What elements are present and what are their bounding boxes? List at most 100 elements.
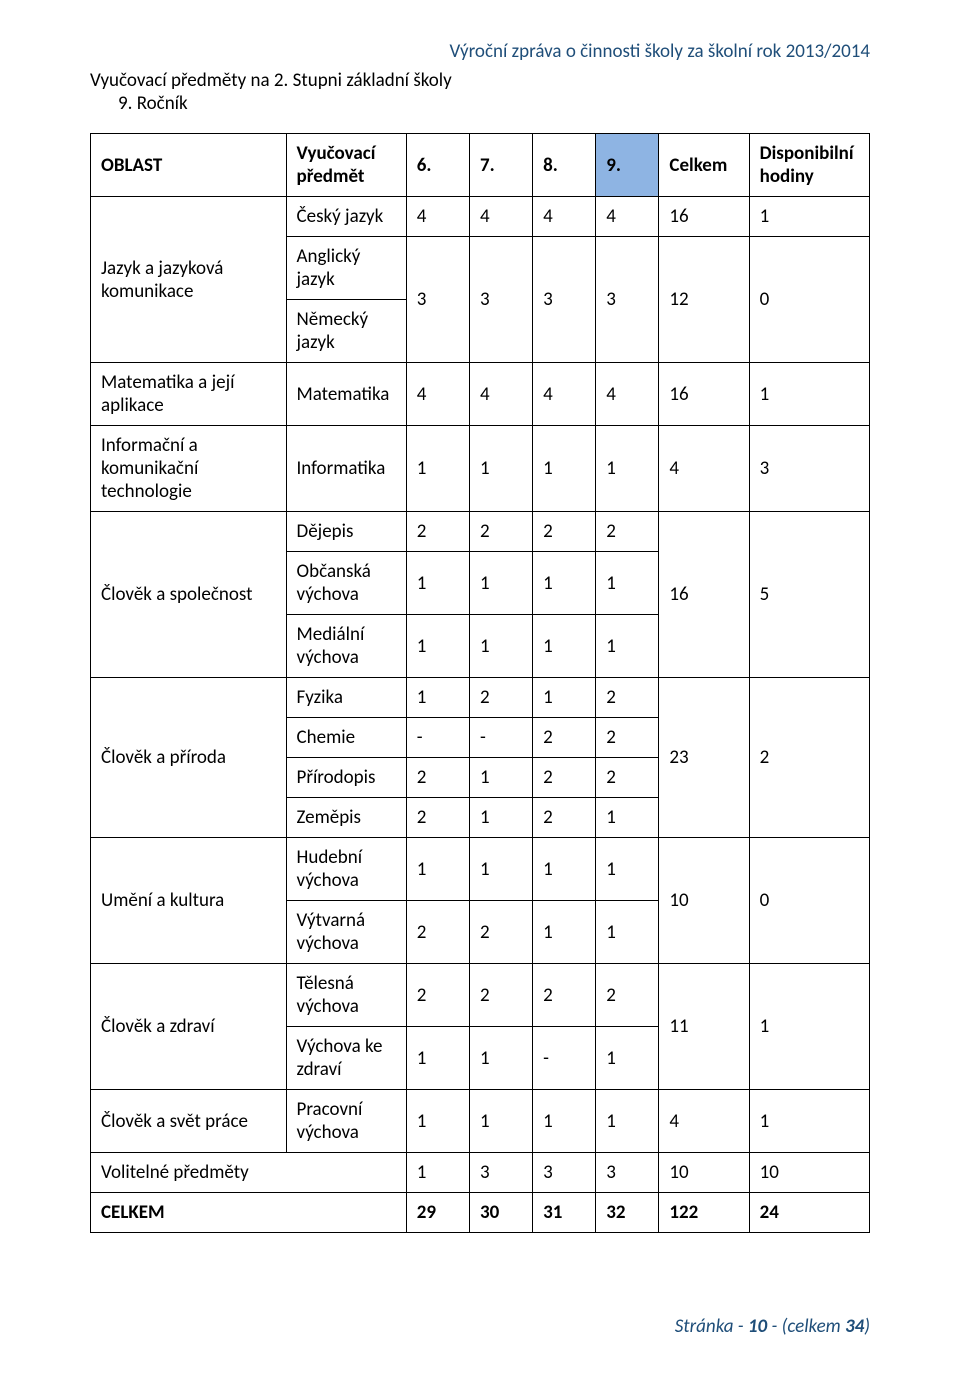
cell-subject: Pracovní výchova (286, 1090, 406, 1153)
cell: 1 (469, 552, 532, 615)
cell: 2 (469, 512, 532, 552)
cell: 4 (406, 363, 469, 426)
cell-oblast: Matematika a její aplikace (91, 363, 287, 426)
cell: 1 (469, 615, 532, 678)
cell-subject: Výchova ke zdraví (286, 1027, 406, 1090)
cell-subject: Zeměpis (286, 798, 406, 838)
table-row: Člověk a svět práce Pracovní výchova 1 1… (91, 1090, 870, 1153)
cell: 1 (596, 552, 659, 615)
cell: 1 (596, 1027, 659, 1090)
col-grade-9: 9. (596, 134, 659, 197)
cell: 2 (469, 901, 532, 964)
cell: 1 (596, 1090, 659, 1153)
col-grade-6: 6. (406, 134, 469, 197)
cell-subject: Český jazyk (286, 197, 406, 237)
cell: 1 (406, 552, 469, 615)
table-row: Informační a komunikační technologie Inf… (91, 426, 870, 512)
col-celkem: Celkem (659, 134, 749, 197)
cell: 4 (533, 363, 596, 426)
header-row: OBLAST Vyučovací předmět 6. 7. 8. 9. Cel… (91, 134, 870, 197)
cell: 0 (749, 838, 869, 964)
cell: 3 (469, 1153, 532, 1193)
cell: 4 (469, 363, 532, 426)
cell: 1 (469, 1090, 532, 1153)
cell: 2 (469, 964, 532, 1027)
col-grade-8: 8. (533, 134, 596, 197)
footer-close: ) (864, 1315, 870, 1338)
cell: 1 (469, 758, 532, 798)
cell: 2 (533, 964, 596, 1027)
cell: 4 (596, 197, 659, 237)
cell: - (533, 1027, 596, 1090)
cell: 10 (659, 1153, 749, 1193)
cell: 3 (533, 1153, 596, 1193)
table-row-volitelne: Volitelné předměty 1 3 3 3 10 10 (91, 1153, 870, 1193)
cell: 1 (469, 838, 532, 901)
table-row: Umění a kultura Hudební výchova 1 1 1 1 … (91, 838, 870, 901)
cell: 1 (749, 197, 869, 237)
cell: 1 (596, 426, 659, 512)
intro-block: Vyučovací předměty na 2. Stupni základní… (90, 69, 870, 115)
footer-page: 10 (748, 1315, 767, 1338)
cell-subject: Chemie (286, 718, 406, 758)
doc-header: Výroční zpráva o činnosti školy za školn… (90, 40, 870, 63)
footer-total: 34 (845, 1315, 864, 1338)
cell-oblast: Informační a komunikační technologie (91, 426, 287, 512)
cell: 4 (469, 197, 532, 237)
cell: 32 (596, 1193, 659, 1233)
table-row: Matematika a její aplikace Matematika 4 … (91, 363, 870, 426)
table-row: Jazyk a jazyková komunikace Český jazyk … (91, 197, 870, 237)
cell-subject: Anglický jazyk (286, 237, 406, 300)
cell: 23 (659, 678, 749, 838)
page: Výroční zpráva o činnosti školy za školn… (0, 0, 960, 1376)
cell-subject: Fyzika (286, 678, 406, 718)
cell-oblast: Umění a kultura (91, 838, 287, 964)
cell: 12 (659, 237, 749, 363)
cell: 1 (533, 615, 596, 678)
cell: 3 (749, 426, 869, 512)
cell: 122 (659, 1193, 749, 1233)
cell: 2 (406, 798, 469, 838)
cell: - (406, 718, 469, 758)
cell: 3 (533, 237, 596, 363)
cell: 2 (406, 758, 469, 798)
cell: 2 (533, 512, 596, 552)
cell: 2 (406, 964, 469, 1027)
cell: 1 (469, 798, 532, 838)
cell-oblast: Jazyk a jazyková komunikace (91, 197, 287, 363)
cell: 1 (596, 901, 659, 964)
cell: 3 (406, 237, 469, 363)
table-row: Člověk a společnost Dějepis 2 2 2 2 16 5 (91, 512, 870, 552)
cell: 16 (659, 512, 749, 678)
cell: 1 (749, 363, 869, 426)
cell: 1 (533, 838, 596, 901)
cell: 24 (749, 1193, 869, 1233)
cell: 4 (406, 197, 469, 237)
cell-subject: Výtvarná výchova (286, 901, 406, 964)
cell: 10 (749, 1153, 869, 1193)
cell: - (469, 718, 532, 758)
cell-total-label: CELKEM (91, 1193, 407, 1233)
cell-subject: Hudební výchova (286, 838, 406, 901)
cell-subject: Přírodopis (286, 758, 406, 798)
cell: 16 (659, 363, 749, 426)
cell: 1 (406, 1090, 469, 1153)
cell: 1 (533, 1090, 596, 1153)
cell: 2 (596, 678, 659, 718)
cell: 2 (406, 512, 469, 552)
cell: 31 (533, 1193, 596, 1233)
cell: 10 (659, 838, 749, 964)
cell-subject: Tělesná výchova (286, 964, 406, 1027)
cell: 1 (749, 964, 869, 1090)
cell-oblast: Člověk a společnost (91, 512, 287, 678)
cell: 1 (533, 901, 596, 964)
cell: 29 (406, 1193, 469, 1233)
intro-line-2: 9. Ročník (118, 92, 870, 115)
cell: 1 (406, 426, 469, 512)
cell: 1 (596, 798, 659, 838)
cell: 4 (659, 1090, 749, 1153)
cell: 11 (659, 964, 749, 1090)
col-oblast: OBLAST (91, 134, 287, 197)
col-disp: Disponibilní hodiny (749, 134, 869, 197)
intro-line-1: Vyučovací předměty na 2. Stupni základní… (90, 69, 870, 92)
